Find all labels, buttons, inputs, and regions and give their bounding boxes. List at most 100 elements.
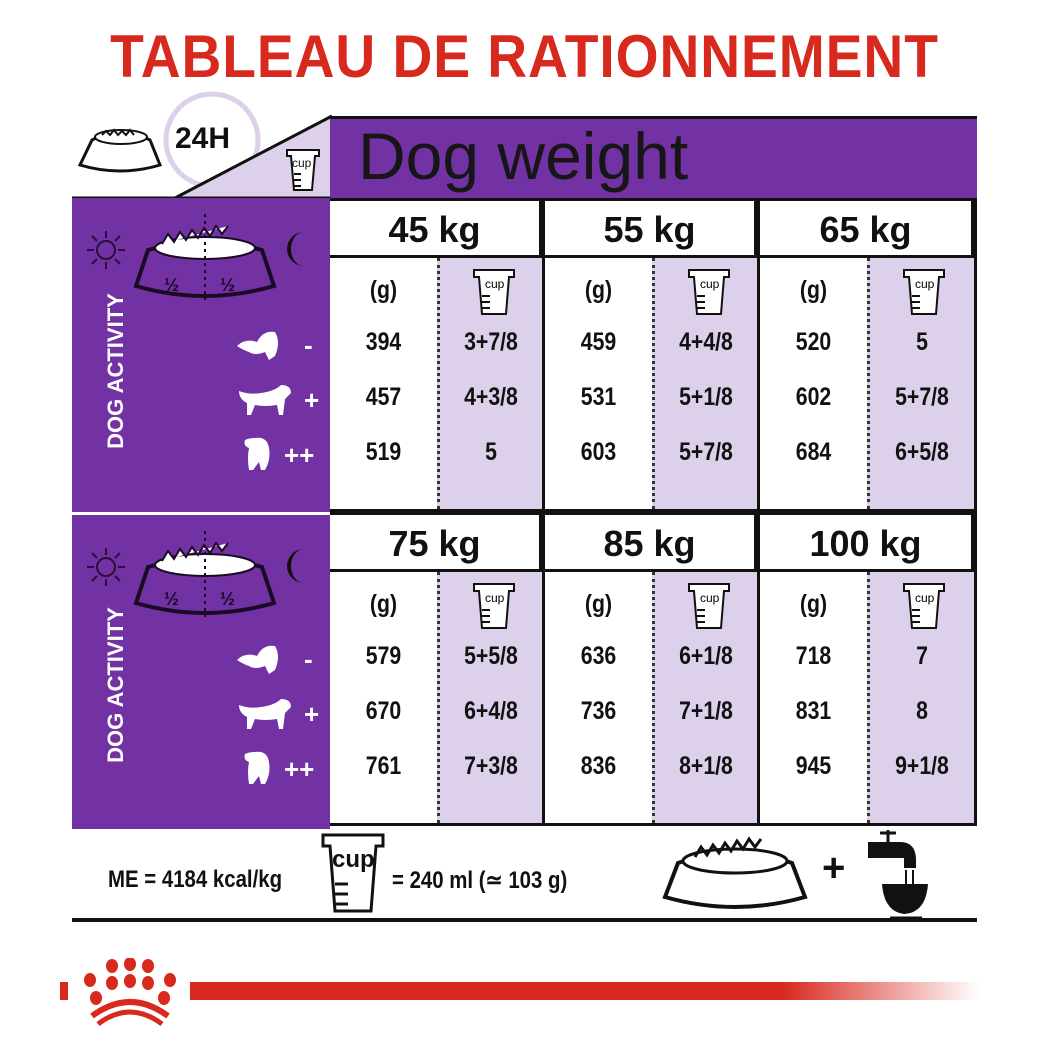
grams-column: (g) 394 457 519 [330, 258, 437, 509]
weight-column: 55 kg (g) 459 531 603 cup 4+4/8 5+1/8 5+7/8 [545, 198, 760, 512]
cups-value: 3+7/8 [464, 328, 518, 356]
weight-label: 65 kg [760, 198, 974, 258]
cup-icon [286, 149, 320, 191]
weight-column: 75 kg (g) 579 670 761 cup 5+5/8 6+4/8 7+3/8 [330, 512, 545, 826]
grams-header: (g) [584, 590, 613, 618]
cups-value: 5+1/8 [679, 383, 733, 411]
svg-text:cup: cup [485, 591, 505, 605]
period-label: 24H [175, 122, 231, 155]
activity-level: - [304, 644, 313, 674]
grams-value: 579 [365, 642, 402, 670]
footer-divider [72, 918, 977, 922]
grams-value: 531 [580, 383, 617, 411]
dog-activity-icon [235, 750, 295, 788]
cups-column: cup 5 5+7/8 6+5/8 [867, 258, 974, 509]
water-tap-icon [868, 830, 928, 920]
grams-header: (g) [799, 276, 828, 304]
grams-value: 684 [795, 438, 832, 466]
sun-icon [87, 548, 125, 586]
grams-value: 831 [795, 697, 832, 725]
grams-value: 836 [580, 752, 617, 780]
activity-level: + [304, 699, 320, 729]
cups-value: 8 [916, 697, 928, 725]
cups-column: cup 6+1/8 7+1/8 8+1/8 [652, 572, 757, 823]
grams-column: (g) 579 670 761 [330, 572, 437, 823]
ration-block: ½ ½ DOG ACTIVITY - + ++ 45 kg (g) 394 457 519 cup 3+… [72, 198, 977, 512]
cups-value: 6+1/8 [679, 642, 733, 670]
cup-icon: cup [472, 582, 516, 635]
cups-value: 7 [916, 642, 928, 670]
food-bowl-icon [662, 836, 808, 909]
cups-value: 7+3/8 [464, 752, 518, 780]
plus-sign: + [822, 846, 846, 890]
brand-bar [60, 982, 68, 1000]
page-title: TABLEAU DE RATIONNEMENT [110, 23, 939, 90]
cups-column: cup 7 8 9+1/8 [867, 572, 974, 823]
cups-column: cup 5+5/8 6+4/8 7+3/8 [437, 572, 542, 823]
grams-value: 459 [580, 328, 617, 356]
grams-value: 761 [365, 752, 402, 780]
grams-value: 519 [365, 438, 402, 466]
grams-header: (g) [369, 590, 398, 618]
brand-bar [190, 982, 980, 1000]
cups-value: 9+1/8 [895, 752, 949, 780]
weight-label: 100 kg [760, 512, 974, 572]
activity-panel [72, 198, 330, 512]
grams-column: (g) 520 602 684 [760, 258, 867, 509]
cups-value: 5+7/8 [679, 438, 733, 466]
weight-label: 55 kg [545, 198, 757, 258]
activity-panel [72, 512, 330, 829]
energy-value: ME = 4184 kcal/kg [108, 866, 283, 893]
cup-icon: cup [687, 582, 731, 635]
grams-value: 736 [580, 697, 617, 725]
svg-text:cup: cup [700, 277, 720, 291]
cups-value: 6+5/8 [895, 438, 949, 466]
dog-activity-icon [235, 695, 295, 733]
weight-column: 100 kg (g) 718 831 945 cup 7 8 9+1/8 [760, 512, 977, 826]
ration-block: ½ ½ DOG ACTIVITY - + ++ 75 kg (g) 579 670 761 cup 5+… [72, 512, 977, 829]
svg-text:cup: cup [485, 277, 505, 291]
grams-column: (g) 718 831 945 [760, 572, 867, 823]
weight-column: 85 kg (g) 636 736 836 cup 6+1/8 7+1/8 8+1/8 [545, 512, 760, 826]
grams-value: 602 [795, 383, 832, 411]
weight-label: 85 kg [545, 512, 757, 572]
svg-text:cup: cup [915, 277, 935, 291]
grams-value: 520 [795, 328, 832, 356]
grams-value: 636 [580, 642, 617, 670]
grams-value: 945 [795, 752, 832, 780]
cup-icon: cup [687, 268, 731, 321]
cup-icon: cup [472, 268, 516, 321]
dog-activity-label: DOG ACTIVITY [103, 607, 128, 763]
dog-weight-header [330, 116, 977, 198]
dog-activity-icon [235, 326, 295, 364]
grams-column: (g) 459 531 603 [545, 258, 652, 509]
food-bowl-half-icon [133, 214, 277, 300]
cups-value: 5 [485, 438, 497, 466]
grams-value: 394 [365, 328, 402, 356]
sun-icon [87, 231, 125, 269]
grams-header: (g) [369, 276, 398, 304]
dog-activity-label: DOG ACTIVITY [103, 293, 128, 449]
weight-column: 45 kg (g) 394 457 519 cup 3+7/8 4+3/8 5 [330, 198, 545, 512]
cups-value: 6+4/8 [464, 697, 518, 725]
activity-level: ++ [284, 440, 315, 470]
dog-activity-icon [235, 640, 295, 678]
cup-equivalence: = 240 ml (≃ 103 g) [392, 867, 568, 894]
royal-canin-crown-logo [84, 958, 176, 1027]
cups-value: 8+1/8 [679, 752, 733, 780]
activity-level: + [304, 385, 320, 415]
cups-value: 4+3/8 [464, 383, 518, 411]
grams-value: 457 [365, 383, 402, 411]
cups-value: 5 [916, 328, 928, 356]
dog-activity-icon [235, 436, 295, 474]
half-label: ½ [164, 275, 180, 295]
cup-label: cup [292, 156, 312, 170]
food-bowl-icon [77, 128, 163, 173]
cups-column: cup 3+7/8 4+3/8 5 [437, 258, 542, 509]
cups-value: 7+1/8 [679, 697, 733, 725]
svg-text:cup: cup [915, 591, 935, 605]
half-label: ½ [220, 589, 236, 609]
weight-column: 65 kg (g) 520 602 684 cup 5 5+7/8 6+5/8 [760, 198, 977, 512]
cup-label: cup [332, 846, 375, 873]
weight-label: 45 kg [330, 198, 542, 258]
